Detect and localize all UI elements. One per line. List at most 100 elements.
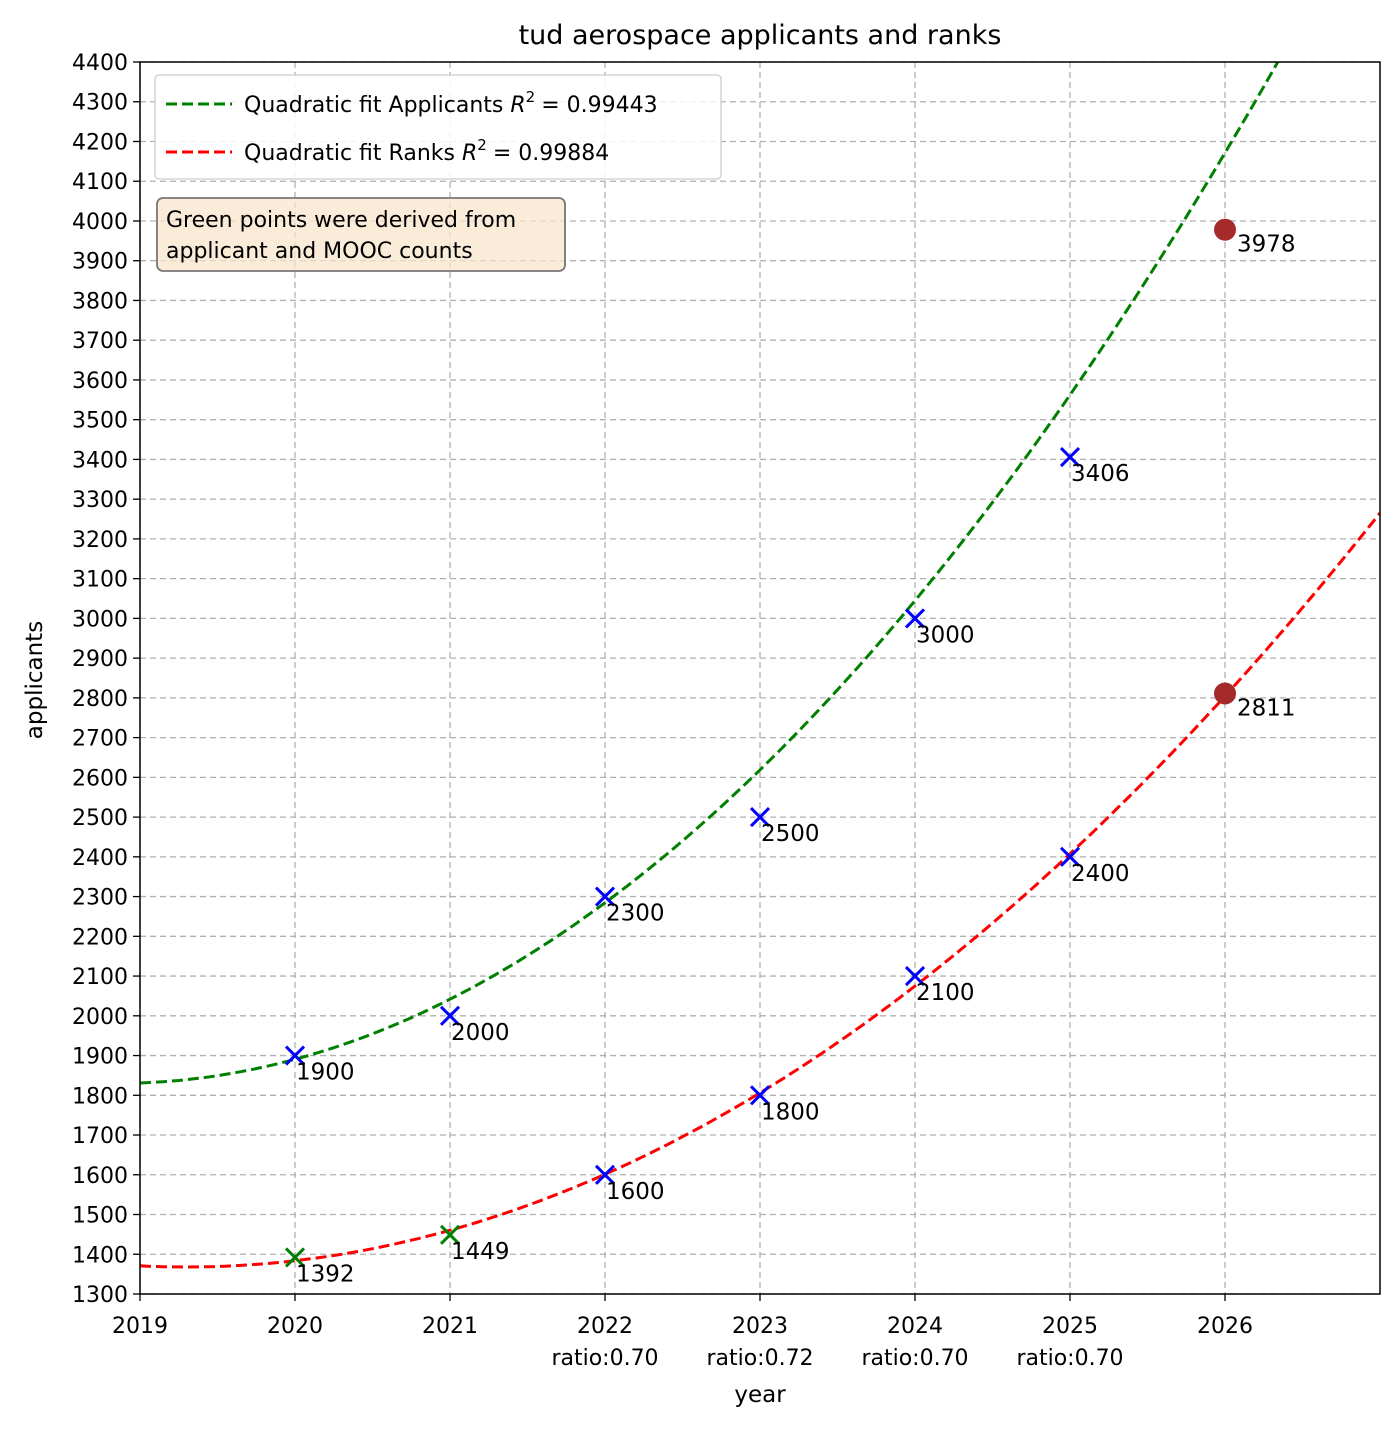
x-tick-ratio-label: ratio:0.72 <box>706 1346 813 1371</box>
y-tick-label: 4200 <box>72 130 128 155</box>
x-tick-label: 2019 <box>112 1314 168 1339</box>
prediction-point <box>1214 218 1236 241</box>
y-tick-label: 2300 <box>72 886 128 911</box>
x-tick-ratio-label: ratio:0.70 <box>1016 1346 1123 1371</box>
y-tick-label: 4300 <box>72 91 128 116</box>
legend-r2-symbol-ranks: R <box>462 141 477 166</box>
x-tick-ratio-label: ratio:0.70 <box>551 1346 658 1371</box>
data-point-x-marker <box>439 1224 461 1245</box>
data-label: 3000 <box>916 622 975 648</box>
legend-r2-exponent-ranks: 2 <box>477 136 487 154</box>
y-tick-label: 2000 <box>72 1005 128 1030</box>
marker-stroke <box>439 1005 461 1026</box>
prediction-point <box>1214 682 1236 705</box>
y-tick-label: 4100 <box>72 170 128 195</box>
y-tick-label: 3400 <box>72 448 128 473</box>
data-point-x-marker <box>594 1164 616 1185</box>
fit-curve-ranks <box>140 512 1380 1269</box>
data-point-x-marker <box>594 886 616 907</box>
annotation-box: Green points were derived from applicant… <box>156 197 566 272</box>
data-label: 1449 <box>451 1239 510 1265</box>
y-tick-label: 3700 <box>72 329 128 354</box>
marker-stroke <box>904 608 926 629</box>
data-label: 1900 <box>296 1060 355 1086</box>
data-point-x-marker <box>284 1045 306 1066</box>
y-tick-label: 1800 <box>72 1084 128 1109</box>
x-axis-title: year <box>734 1382 786 1408</box>
y-tick-label: 2700 <box>72 727 128 752</box>
axes: 1300140015001600170018001900200021002200… <box>72 51 1381 1371</box>
x-tick-label: 2023 <box>732 1314 788 1339</box>
y-tick-label: 2500 <box>72 806 128 831</box>
y-tick-label: 3300 <box>72 488 128 513</box>
y-tick-label: 3100 <box>72 568 128 593</box>
x-tick-label: 2026 <box>1197 1314 1253 1339</box>
data-point-x-marker <box>439 1005 461 1026</box>
chart-title: tud aerospace applicants and ranks <box>519 20 1002 51</box>
y-tick-label: 2100 <box>72 965 128 990</box>
y-tick-label: 3900 <box>72 250 128 275</box>
y-tick-label: 3500 <box>72 409 128 434</box>
y-tick-label: 2200 <box>72 925 128 950</box>
data-point-x-marker <box>904 608 926 629</box>
y-axis-title: applicants <box>22 621 48 739</box>
legend: Quadratic fit Applicants R2 = 0.99443 Qua… <box>154 74 722 180</box>
annotation-line-2: applicant and MOOC counts <box>166 239 473 264</box>
y-tick-label: 2600 <box>72 766 128 791</box>
legend-r2-symbol-applicants: R <box>510 93 525 118</box>
y-tick-label: 4400 <box>72 51 128 76</box>
y-tick-label: 4000 <box>72 210 128 235</box>
legend-r2-value-ranks: = 0.99884 <box>493 141 609 166</box>
marker-stroke <box>594 1164 616 1185</box>
y-tick-label: 1500 <box>72 1204 128 1229</box>
data-label: 1600 <box>606 1179 665 1205</box>
y-tick-label: 2400 <box>72 846 128 871</box>
marker-stroke <box>284 1045 306 1066</box>
x-tick-label: 2020 <box>267 1314 323 1339</box>
legend-box <box>154 74 722 180</box>
y-tick-label: 3200 <box>72 528 128 553</box>
data-label: 2400 <box>1071 861 1130 887</box>
x-tick-label: 2021 <box>422 1314 478 1339</box>
legend-name-applicants: Quadratic fit Applicants <box>244 93 503 118</box>
data-point-x-marker <box>749 1085 771 1106</box>
data-label: 2300 <box>606 901 665 927</box>
legend-name-ranks: Quadratic fit Ranks <box>244 141 455 166</box>
x-tick-label: 2024 <box>887 1314 943 1339</box>
data-label: 1392 <box>296 1261 355 1287</box>
marker-stroke <box>1059 846 1081 867</box>
data-point-x-marker <box>904 966 926 987</box>
y-tick-label: 1400 <box>72 1243 128 1268</box>
data-label: 3406 <box>1071 461 1130 487</box>
data-label: 2100 <box>916 980 975 1006</box>
x-tick-ratio-label: ratio:0.70 <box>861 1346 968 1371</box>
x-tick-label: 2022 <box>577 1314 633 1339</box>
prediction-label: 3978 <box>1237 232 1296 258</box>
data-label: 2000 <box>451 1020 510 1046</box>
prediction-label: 2811 <box>1237 695 1296 721</box>
marker-stroke <box>1059 446 1081 468</box>
annotation-background <box>156 197 566 272</box>
marker-stroke <box>594 886 616 907</box>
marker-stroke <box>749 1085 771 1106</box>
data-point-x-marker <box>749 807 771 828</box>
fit-curves <box>140 62 1380 1269</box>
legend-label-applicants: Quadratic fit Applicants R2 = 0.99443 <box>244 88 658 118</box>
x-tick-label: 2025 <box>1042 1314 1098 1339</box>
plot-frame <box>139 61 1381 1295</box>
data-markers: 1900 2000 2300 2500 3000 3406 1600 1800 2100 2400… <box>284 218 1296 1287</box>
y-tick-label: 2900 <box>72 647 128 672</box>
y-tick-label: 3800 <box>72 289 128 314</box>
marker-stroke <box>749 807 771 828</box>
fit-curve-applicants <box>140 62 1280 1085</box>
marker-stroke <box>439 1224 461 1245</box>
data-point-x-marker <box>1059 846 1081 867</box>
data-point-x-marker <box>1059 446 1081 468</box>
marker-stroke <box>284 1247 306 1268</box>
y-tick-label: 2800 <box>72 687 128 712</box>
data-label: 2500 <box>761 821 820 847</box>
annotation-line-1: Green points were derived from <box>166 208 516 233</box>
y-tick-label: 1600 <box>72 1164 128 1189</box>
y-tick-label: 1700 <box>72 1124 128 1149</box>
